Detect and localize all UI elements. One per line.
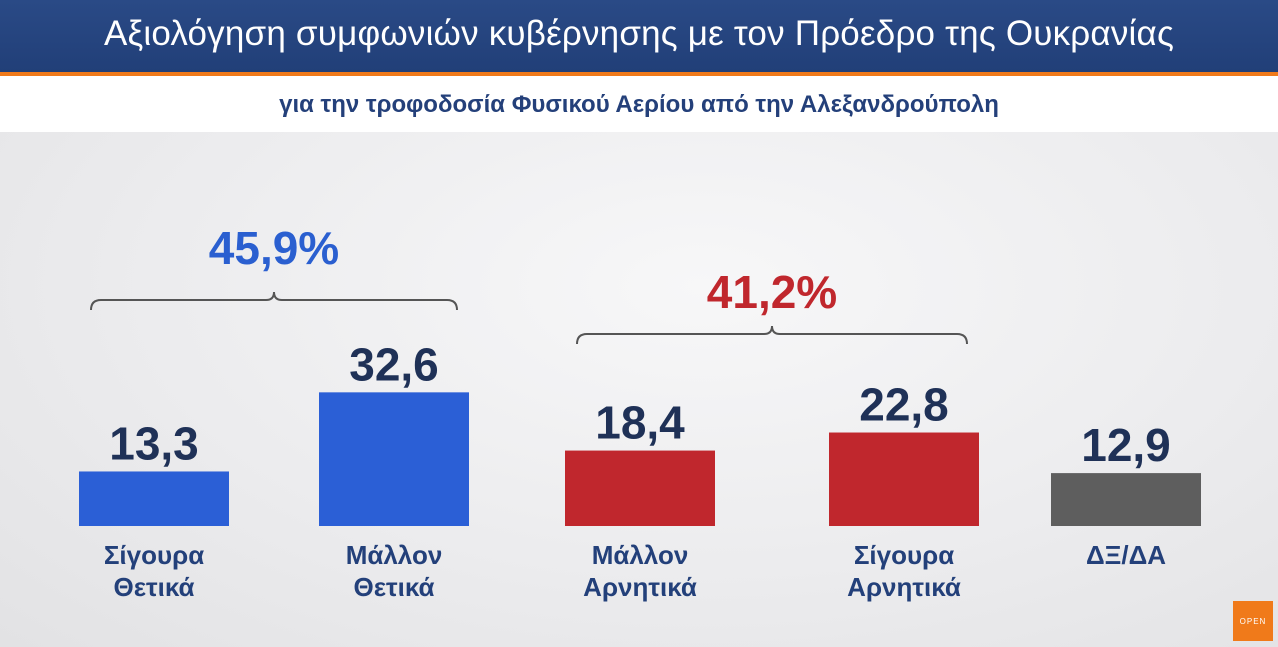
value-label-1: 32,6 [349,338,439,390]
value-label-4: 12,9 [1081,419,1171,471]
category-label-2-1: Αρνητικά [583,572,697,602]
header-bar: Αξιολόγηση συμφωνιών κυβέρνησης με τον Π… [0,0,1278,76]
chart-subtitle: για την τροφοδοσία Φυσικού Αερίου από τη… [279,91,999,118]
value-label-3: 22,8 [859,379,949,431]
category-label-0-0: Σίγουρα [104,540,204,570]
bar-0 [79,471,229,526]
channel-logo: OPEN [1233,601,1273,641]
category-label-3-0: Σίγουρα [854,540,954,570]
chart-background [0,132,1278,647]
category-label-0-1: Θετικά [113,572,194,602]
chart-title: Αξιολόγηση συμφωνιών κυβέρνησης με τον Π… [103,14,1175,53]
group-total-label-0: 45,9% [209,222,339,274]
bar-4 [1051,473,1201,526]
category-label-4-0: ΔΞ/ΔΑ [1086,540,1166,570]
bar-2 [565,450,715,526]
group-bracket-1 [576,325,968,345]
group-bracket-0 [90,291,458,311]
subtitle-bar: για την τροφοδοσία Φυσικού Αερίου από τη… [0,76,1278,132]
category-label-1-0: Μάλλον [346,540,443,570]
bar-chart: 13,3ΣίγουραΘετικά32,6ΜάλλονΘετικά18,4Μάλ… [79,222,1201,602]
group-total-label-1: 41,2% [707,266,837,318]
bar-3 [829,432,979,526]
bar-1 [319,392,469,526]
value-label-2: 18,4 [595,397,685,449]
value-label-0: 13,3 [109,417,199,469]
category-label-3-1: Αρνητικά [847,572,961,602]
category-label-1-1: Θετικά [353,572,434,602]
category-label-2-0: Μάλλον [592,540,689,570]
